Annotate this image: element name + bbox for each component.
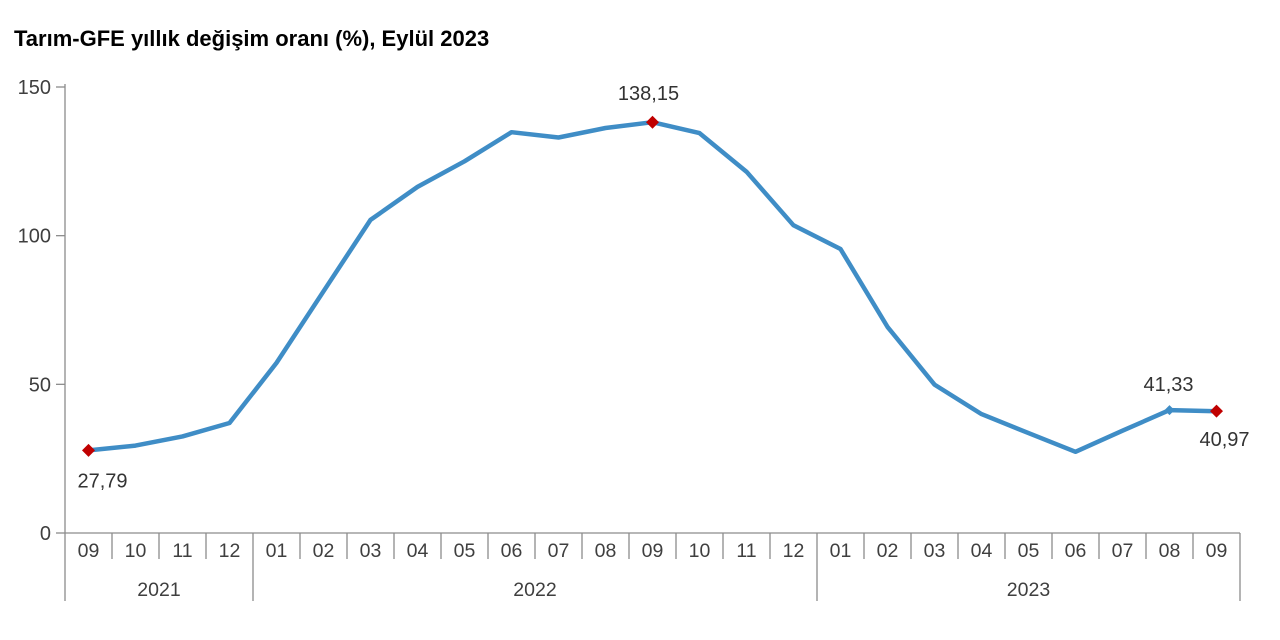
x-tick-label: 09 [78,540,100,562]
x-tick-label: 06 [1065,540,1087,562]
x-tick-label: 07 [548,540,570,562]
y-tick-label: 0 [40,523,51,545]
year-label: 2023 [1007,579,1050,601]
x-tick-label: 03 [924,540,946,562]
x-tick-label: 02 [877,540,899,562]
y-tick-label: 150 [18,77,51,99]
data-label: 41,33 [1143,374,1193,396]
data-label: 138,15 [618,83,679,105]
x-tick-label: 10 [689,540,711,562]
x-tick-label: 12 [219,540,241,562]
x-tick-label: 02 [313,540,335,562]
x-tick-label: 06 [501,540,523,562]
x-tick-label: 07 [1112,540,1134,562]
x-tick-label: 03 [360,540,382,562]
x-tick-label: 09 [642,540,664,562]
x-tick-label: 11 [172,540,192,562]
x-tick-label: 05 [1018,540,1040,562]
x-tick-label: 01 [266,540,288,562]
x-tick-label: 04 [971,540,993,562]
x-tick-label: 11 [736,540,756,562]
chart-title: Tarım-GFE yıllık değişim oranı (%), Eylü… [14,26,490,51]
x-tick-label: 10 [125,540,147,562]
data-label: 27,79 [77,470,127,492]
x-tick-label: 12 [783,540,805,562]
data-label: 40,97 [1199,429,1249,451]
y-tick-label: 100 [18,226,51,248]
data-point-marker [646,115,659,129]
year-label: 2022 [513,579,556,601]
x-tick-label: 01 [830,540,852,562]
x-tick-label: 08 [595,540,617,562]
year-label: 2021 [137,579,180,601]
data-point-marker [1164,405,1175,416]
data-line [86,119,1219,455]
data-point-marker [1210,404,1223,418]
x-tick-label: 05 [454,540,476,562]
y-tick-label: 50 [29,374,51,396]
x-tick-label: 08 [1159,540,1181,562]
x-tick-label: 04 [407,540,429,562]
x-tick-label: 09 [1206,540,1228,562]
data-point-marker [82,443,95,457]
